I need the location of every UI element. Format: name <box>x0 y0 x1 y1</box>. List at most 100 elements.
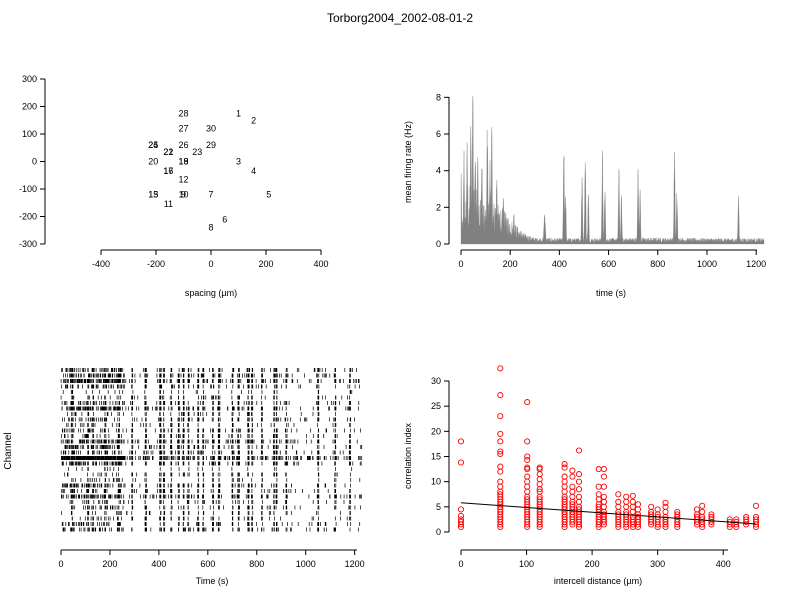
raster-spike-ticks <box>62 390 353 394</box>
electrode-label: 1 <box>236 108 241 118</box>
raster-channel-row <box>62 428 361 433</box>
correlation-point <box>457 438 465 445</box>
correlation-point <box>561 473 568 480</box>
correlation-point <box>595 483 602 490</box>
electrode-label: 3 <box>236 157 241 167</box>
electrode-label: 15 <box>148 190 158 200</box>
correlation-point <box>561 461 568 468</box>
corr-x-ticks: 0 100 200 300 400 <box>458 550 731 569</box>
raster-channel-row <box>61 494 362 499</box>
correlation-point <box>648 503 655 510</box>
electrode-label: 19 <box>178 157 188 167</box>
raster-spike-ticks <box>61 489 351 493</box>
correlation-point <box>569 483 576 490</box>
raster-channel-row <box>61 489 351 493</box>
correlation-point <box>497 430 504 437</box>
figure-title: Torborg2004_2002-08-01-2 <box>327 11 473 25</box>
raster-channel-row <box>61 434 351 438</box>
correlation-point <box>600 498 607 505</box>
correlation-point <box>457 523 465 531</box>
correlation-point <box>629 492 636 499</box>
correlation-point <box>457 506 465 513</box>
x-tick-label: 200 <box>503 259 518 269</box>
electrode-label: 13 <box>148 190 158 200</box>
fit-line <box>460 502 757 525</box>
layout-x-label: spacing (µm) <box>185 288 237 298</box>
x-tick-label: 1000 <box>697 259 717 269</box>
raster-spike-ticks <box>61 434 351 438</box>
correlation-point <box>561 464 568 471</box>
electrode-label: 5 <box>266 190 271 200</box>
y-tick-label: 300 <box>22 74 37 84</box>
correlation-point <box>457 459 465 466</box>
raster-channel-row <box>62 417 355 422</box>
electrode-label: 12 <box>178 174 188 184</box>
raster-spike-ticks <box>61 494 362 499</box>
x-tick-label: 400 <box>151 559 166 569</box>
raster-spikes <box>60 368 363 532</box>
correlation-point <box>497 468 504 475</box>
raster-channel-row <box>61 461 362 466</box>
correlation-point <box>629 498 636 505</box>
correlation-point <box>595 496 602 503</box>
y-tick-label: 6 <box>436 129 441 139</box>
y-tick-label: 100 <box>22 129 37 139</box>
raster-channel-row <box>60 450 351 455</box>
correlation-point <box>662 521 669 528</box>
raster-channel-row <box>66 423 351 427</box>
correlation-point <box>752 521 760 528</box>
raster-channel-row <box>61 368 357 372</box>
correlation-point <box>752 523 760 531</box>
correlation-point <box>497 365 504 372</box>
correlation-point <box>497 463 504 470</box>
x-tick-label: 0 <box>208 259 213 269</box>
raster-spike-ticks <box>61 384 360 389</box>
x-tick-label: 0 <box>458 559 463 569</box>
y-tick-label: -100 <box>19 184 37 194</box>
correlation-point <box>654 521 661 528</box>
correlation-point <box>575 486 583 493</box>
x-tick-label: 800 <box>249 559 264 569</box>
x-tick-label: -200 <box>147 259 165 269</box>
raster-spike-ticks <box>61 511 351 515</box>
correlation-point <box>497 448 504 455</box>
x-tick-label: 1000 <box>296 559 316 569</box>
correlation-point <box>708 521 715 528</box>
electrode-label: 2 <box>251 115 256 125</box>
correlation-point <box>629 503 636 510</box>
correlation-point <box>623 498 630 505</box>
rate-x-label: time (s) <box>596 288 626 298</box>
correlation-point <box>497 478 504 485</box>
y-tick-label: -200 <box>19 212 37 222</box>
raster-spike-ticks <box>61 406 359 411</box>
correlation-point <box>524 478 531 485</box>
rate-y-label: mean firing rate (Hz) <box>403 121 413 203</box>
electrode-label: 4 <box>251 166 256 176</box>
correlation-point <box>497 523 504 531</box>
raster-spike-ticks <box>68 467 353 471</box>
correlation-point <box>634 523 642 531</box>
electrode-label: 25 <box>148 140 158 150</box>
correlation-point <box>561 483 568 490</box>
raster-spike-ticks <box>67 412 336 416</box>
correlation-point <box>569 521 576 528</box>
electrode-label: 18 <box>178 157 188 167</box>
raster-spike-ticks <box>62 428 361 433</box>
panel-electrode-layout: -400 -200 0 200 400 300 200 100 0 -100 -200 -300 2… <box>19 74 329 298</box>
correlation-points <box>457 365 760 531</box>
raster-channel-row <box>68 467 353 471</box>
y-tick-label: 8 <box>436 92 441 102</box>
y-tick-label: 10 <box>431 477 441 487</box>
x-tick-label: 100 <box>519 559 534 569</box>
electrode-label: 27 <box>178 124 188 134</box>
raster-spike-ticks <box>60 439 358 444</box>
correlation-point <box>629 508 636 515</box>
correlation-point <box>600 518 607 525</box>
raster-channel-row <box>61 401 360 405</box>
correlation-point <box>536 471 543 478</box>
raster-channel-row <box>71 516 352 521</box>
y-tick-label: 20 <box>431 426 441 436</box>
correlation-point <box>561 521 568 528</box>
electrode-label: 11 <box>164 199 173 209</box>
